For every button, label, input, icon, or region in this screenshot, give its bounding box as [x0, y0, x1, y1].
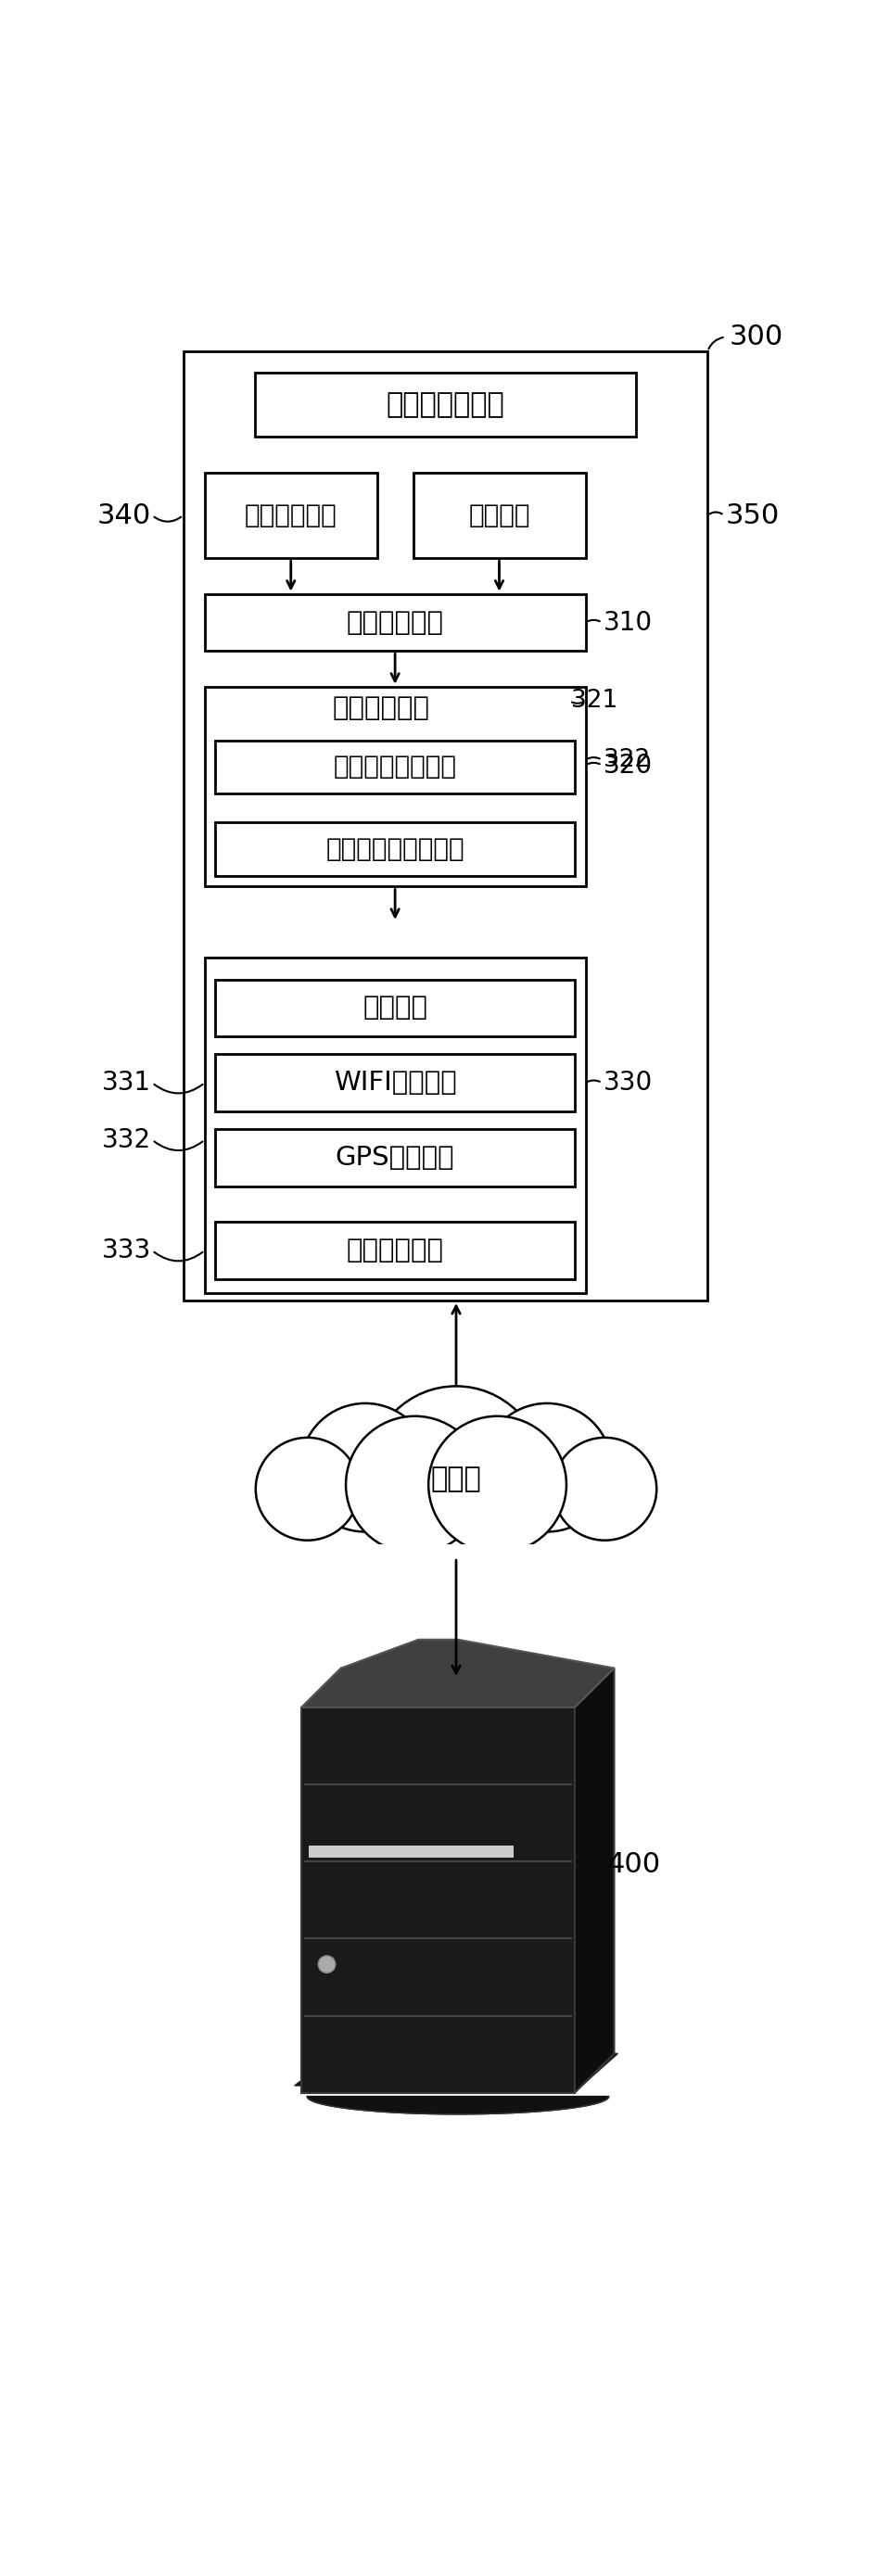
Polygon shape	[295, 2053, 618, 2087]
Text: 定位模块: 定位模块	[362, 994, 427, 1020]
Text: 320: 320	[603, 752, 652, 778]
FancyBboxPatch shape	[205, 958, 586, 1293]
Text: GPS定位单元: GPS定位单元	[336, 1144, 455, 1170]
Circle shape	[370, 1386, 542, 1558]
Text: 322: 322	[603, 747, 650, 773]
FancyBboxPatch shape	[215, 822, 575, 876]
FancyBboxPatch shape	[183, 350, 708, 1301]
Text: 300: 300	[729, 325, 783, 350]
Text: 350: 350	[725, 502, 780, 528]
Polygon shape	[302, 1638, 614, 1708]
FancyBboxPatch shape	[215, 979, 575, 1036]
Text: 333: 333	[101, 1236, 150, 1265]
Bar	[274, 1546, 638, 1600]
Text: 实景功能模块: 实景功能模块	[346, 611, 444, 636]
FancyBboxPatch shape	[215, 1221, 575, 1280]
Circle shape	[346, 1417, 484, 1553]
Text: 340: 340	[97, 502, 150, 528]
Text: 310: 310	[603, 611, 652, 636]
FancyBboxPatch shape	[413, 471, 586, 559]
Text: 321: 321	[571, 688, 618, 714]
Polygon shape	[302, 1708, 575, 2092]
Text: 迷你地图模块: 迷你地图模块	[245, 502, 337, 528]
Text: 特征点移动检测模块: 特征点移动检测模块	[326, 837, 465, 863]
FancyBboxPatch shape	[255, 374, 635, 438]
Circle shape	[428, 1417, 566, 1553]
Text: 电子地图客户端: 电子地图客户端	[386, 392, 505, 417]
FancyBboxPatch shape	[215, 1054, 575, 1110]
Polygon shape	[302, 1669, 614, 1708]
Circle shape	[301, 1404, 430, 1533]
Text: 互联网: 互联网	[431, 1466, 481, 1492]
Text: 配置模块: 配置模块	[468, 502, 530, 528]
FancyBboxPatch shape	[205, 471, 377, 559]
Text: WIFI定位单元: WIFI定位单元	[334, 1069, 457, 1095]
Polygon shape	[307, 2097, 609, 2115]
Bar	[283, 1430, 629, 1522]
Text: 331: 331	[101, 1069, 150, 1095]
Circle shape	[319, 1955, 336, 1973]
FancyBboxPatch shape	[205, 595, 586, 652]
Circle shape	[255, 1437, 360, 1540]
Text: 导航路线模块: 导航路线模块	[332, 696, 429, 721]
Text: 地面图像检测模块: 地面图像检测模块	[334, 755, 457, 781]
Text: 332: 332	[101, 1126, 150, 1154]
Bar	[309, 1844, 514, 1857]
FancyBboxPatch shape	[215, 739, 575, 793]
Circle shape	[553, 1437, 657, 1540]
Text: 400: 400	[607, 1852, 661, 1878]
Text: 330: 330	[603, 1069, 652, 1095]
FancyBboxPatch shape	[205, 688, 586, 886]
FancyBboxPatch shape	[215, 1128, 575, 1188]
Text: 基站定位单元: 基站定位单元	[346, 1236, 444, 1265]
Circle shape	[482, 1404, 611, 1533]
Polygon shape	[575, 1669, 614, 2092]
